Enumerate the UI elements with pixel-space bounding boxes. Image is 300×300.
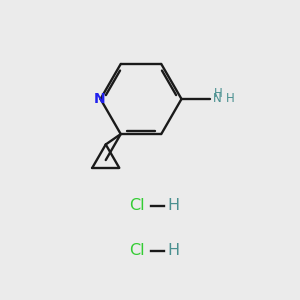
- Text: Cl: Cl: [129, 243, 145, 258]
- Text: H: H: [167, 243, 179, 258]
- Text: N: N: [213, 92, 222, 106]
- Text: H: H: [226, 92, 235, 106]
- Text: Cl: Cl: [129, 198, 145, 213]
- Text: H: H: [214, 87, 223, 100]
- Text: H: H: [167, 198, 179, 213]
- Text: N: N: [94, 92, 105, 106]
